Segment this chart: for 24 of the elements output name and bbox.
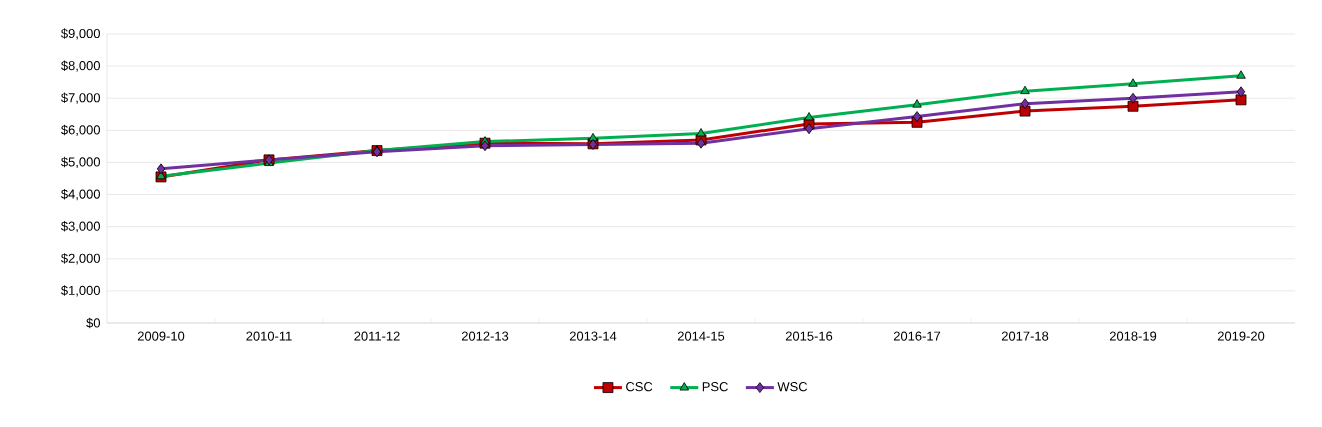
- x-tick-label: 2013-14: [569, 331, 617, 341]
- y-tick-label: $0: [86, 317, 100, 329]
- y-tick-label: $3,000: [61, 221, 100, 233]
- y-tick-label: $7,000: [61, 92, 100, 104]
- y-tick-label: $4,000: [61, 188, 100, 201]
- legend-label: WSC: [777, 382, 808, 392]
- legend-label: CSC: [626, 382, 653, 392]
- x-tick-label: 2009-10: [137, 331, 185, 341]
- y-tick-label: $8,000: [61, 60, 100, 72]
- y-tick-label: $1,000: [61, 285, 100, 297]
- x-tick-label: 2019-20: [1217, 331, 1265, 341]
- x-tick-label: 2016-17: [893, 331, 941, 341]
- x-tick-label: 2017-18: [1001, 331, 1049, 341]
- x-tick-label: 2014-15: [677, 331, 725, 341]
- x-tick-label: 2015-16: [785, 331, 833, 341]
- legend-label: PSC: [702, 382, 728, 392]
- y-tick-label: $5,000: [61, 156, 100, 169]
- y-tick-label: $9,000: [61, 28, 100, 40]
- x-tick-label: 2012-13: [461, 331, 509, 341]
- x-tick-label: 2011-12: [354, 331, 400, 341]
- x-tick-label: 2010-11: [246, 331, 292, 341]
- y-tick-label: $2,000: [61, 253, 100, 265]
- y-tick-label: $6,000: [61, 124, 100, 136]
- x-tick-label: 2018-19: [1109, 331, 1157, 341]
